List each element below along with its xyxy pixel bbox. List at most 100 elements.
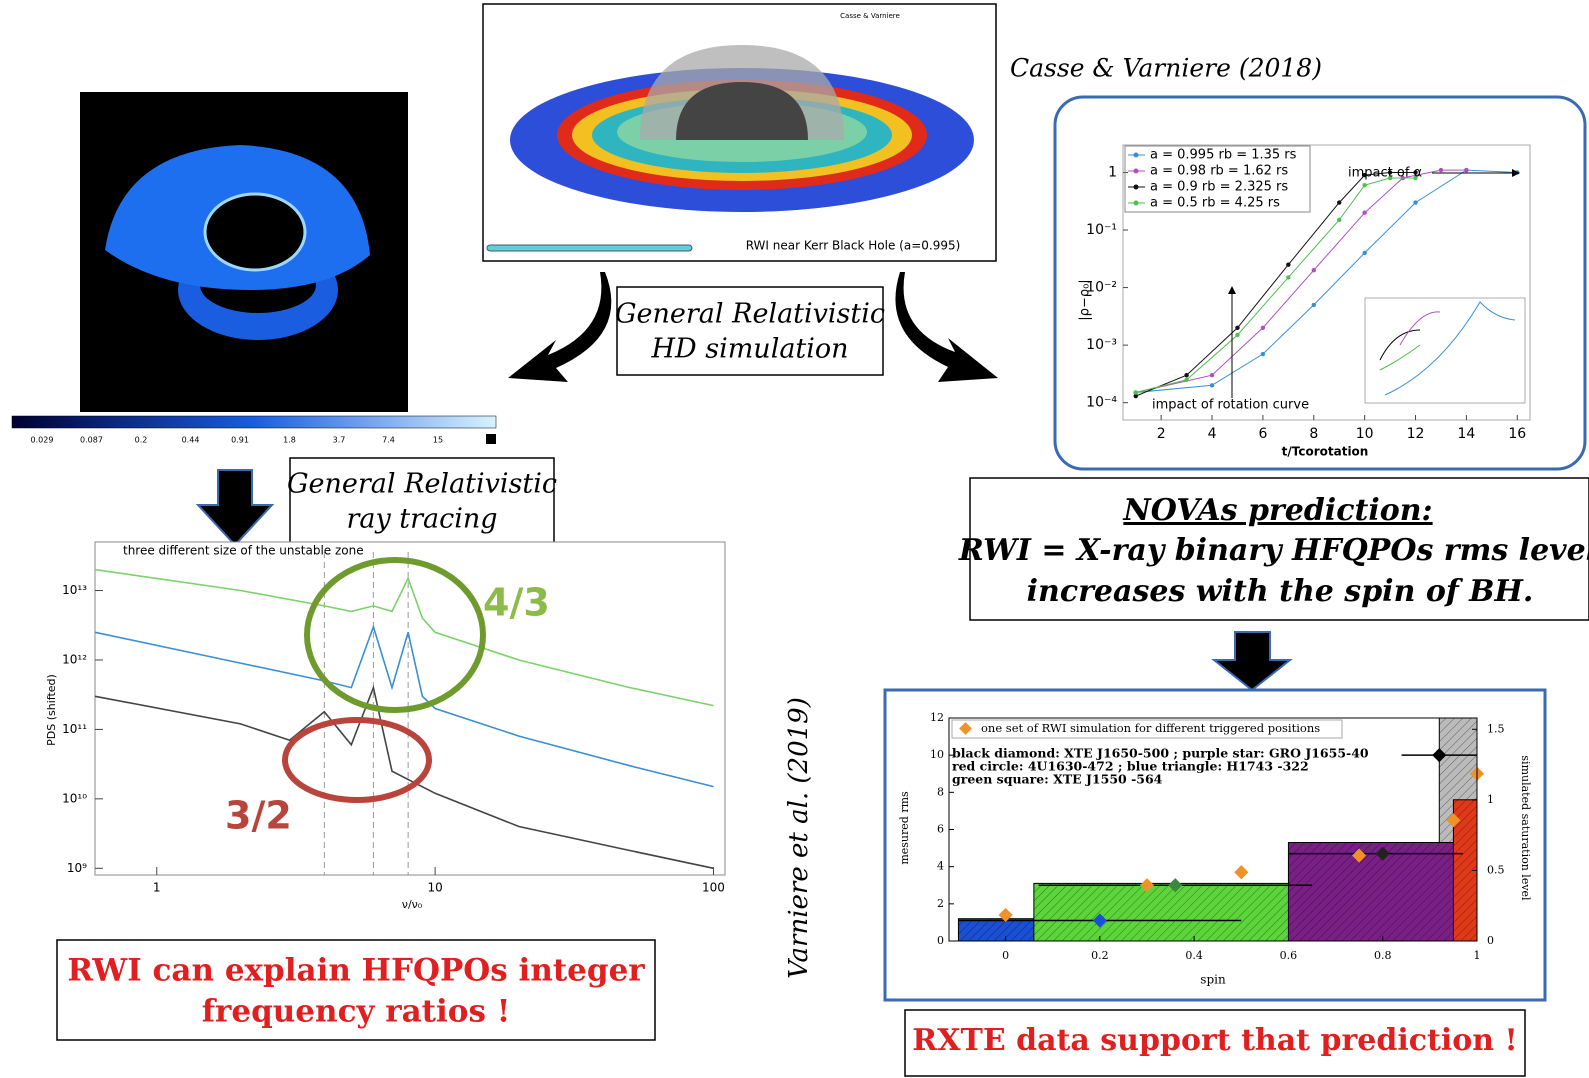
point (1337, 218, 1341, 222)
x-axis-label: spin (1200, 973, 1226, 987)
disk-image (80, 92, 408, 412)
y-tick-label: 10 (930, 748, 944, 761)
colorbar-tick: 1.8 (283, 436, 296, 445)
y-tick-label: 10¹³ (62, 583, 87, 597)
point (1286, 262, 1290, 266)
point (1362, 183, 1366, 187)
x-tick-label: 0.2 (1091, 949, 1109, 962)
box-text: General Relativistic (615, 299, 885, 330)
y-tick-label: 10⁹ (67, 861, 87, 875)
x-tick-label: 10 (1356, 426, 1374, 442)
point (1261, 326, 1265, 330)
point (1362, 251, 1366, 255)
x-tick-label: 0.8 (1374, 949, 1392, 962)
slide: Casse & Varniere RWI near Kerr Black Hol… (0, 0, 1589, 1078)
y2-tick-label: 1.5 (1487, 722, 1505, 735)
growth-frame (1055, 97, 1585, 469)
box-text: RXTE data support that prediction ! (912, 1023, 1517, 1058)
ratio-label: 4/3 (483, 581, 550, 625)
y2-tick-label: 0 (1487, 934, 1494, 947)
box-text: frequency ratios ! (202, 994, 511, 1030)
x-tick-label: 8 (1309, 426, 1318, 442)
colorbar-tick: 3.7 (333, 436, 346, 445)
inset-plot (1365, 298, 1525, 403)
x-tick-label: 0.6 (1280, 949, 1298, 962)
citation: Varniere et al. (2019) (784, 697, 814, 979)
colorbar-tick: 0.44 (182, 436, 200, 445)
x-tick-label: 0 (1002, 949, 1009, 962)
curved-arrow (895, 272, 998, 382)
x-tick-label: 16 (1508, 426, 1526, 442)
point (1235, 333, 1239, 337)
point (1312, 303, 1316, 307)
y-tick-label: 12 (930, 711, 944, 724)
legend-marker (1134, 153, 1139, 158)
legend-label: a = 0.9 rb = 2.325 rs (1150, 180, 1288, 195)
x-tick-label: 1 (153, 881, 161, 895)
x-axis-label: ν/ν₀ (402, 898, 423, 911)
x-tick-label: 0.4 (1185, 949, 1203, 962)
point (1362, 210, 1366, 214)
box-title: NOVAs prediction: (1122, 493, 1432, 528)
x-tick-label: 10 (427, 881, 442, 895)
y-tick-label: 10¹¹ (62, 722, 87, 736)
legend-marker (1134, 185, 1139, 190)
box-text: HD simulation (650, 334, 848, 365)
y-tick-label: 4 (937, 860, 944, 873)
y-tick-label: 2 (937, 897, 944, 910)
point (1286, 275, 1290, 279)
legend-label: one set of RWI simulation for different … (981, 721, 1320, 735)
legend-marker (1134, 201, 1139, 206)
point (1464, 168, 1468, 172)
plot-title: three different size of the unstable zon… (123, 544, 364, 558)
point (1184, 373, 1188, 377)
y-tick-label: 0 (937, 934, 944, 947)
colorbar-tick: 0.029 (31, 436, 54, 445)
box-text: increases with the spin of BH. (1027, 574, 1534, 609)
x-tick-label: 14 (1457, 426, 1475, 442)
legend-label: a = 0.5 rb = 4.25 rs (1150, 196, 1280, 211)
x-tick-label: 6 (1258, 426, 1267, 442)
colorbar-tick: 7.4 (382, 436, 395, 445)
x-tick-label: 12 (1407, 426, 1425, 442)
box-text: RWI = X-ray binary HFQPOs rms level (958, 533, 1589, 568)
legend-label: a = 0.98 rb = 1.62 rs (1150, 164, 1288, 179)
y-tick-label: 1 (1108, 164, 1117, 180)
point (1515, 170, 1519, 174)
x-tick-label: 4 (1208, 426, 1217, 442)
down-arrow (1214, 632, 1290, 690)
point (1210, 373, 1214, 377)
note: green square: XTE J1550 -564 (952, 772, 1163, 787)
colorbar-tick: 0.91 (231, 436, 249, 445)
colorbar-tick: 0.2 (135, 436, 148, 445)
citation: Casse & Varniere (2018) (1010, 54, 1322, 83)
x-tick-label: 1 (1474, 949, 1481, 962)
point (1413, 200, 1417, 204)
y-tick-label: 10⁻³ (1086, 337, 1117, 353)
y2-tick-label: 1 (1487, 793, 1494, 806)
ratio-label: 3/2 (225, 794, 292, 838)
x-tick-label: 100 (702, 881, 725, 895)
annotation: impact of α (1348, 166, 1422, 181)
sim-title: Casse & Varniere (840, 12, 900, 20)
colorbar-tick: 0.087 (80, 436, 103, 445)
y-tick-label: 10¹⁰ (62, 791, 87, 805)
point (1312, 268, 1316, 272)
y-axis-label: |ρ−ρ₀| (1078, 279, 1093, 320)
y-tick-label: 10¹² (62, 652, 87, 666)
legend-marker (1134, 169, 1139, 174)
point (1184, 378, 1188, 382)
y-tick-label: 10⁻¹ (1086, 222, 1117, 238)
y-tick-label: 10⁻⁴ (1086, 395, 1117, 411)
box-text: ray tracing (346, 504, 497, 535)
curved-arrow (508, 272, 611, 382)
y-axis-label: PDS (shifted) (45, 674, 58, 746)
point (1337, 200, 1341, 204)
y2-axis-label: simulated saturation level (1519, 755, 1532, 901)
box-text: General Relativistic (287, 469, 557, 500)
point (1261, 352, 1265, 356)
colorbar (12, 416, 496, 428)
y-axis-label: mesured rms (898, 791, 911, 865)
sim-caption: RWI near Kerr Black Hole (a=0.995) (746, 239, 961, 253)
y-tick-label: 8 (937, 785, 944, 798)
